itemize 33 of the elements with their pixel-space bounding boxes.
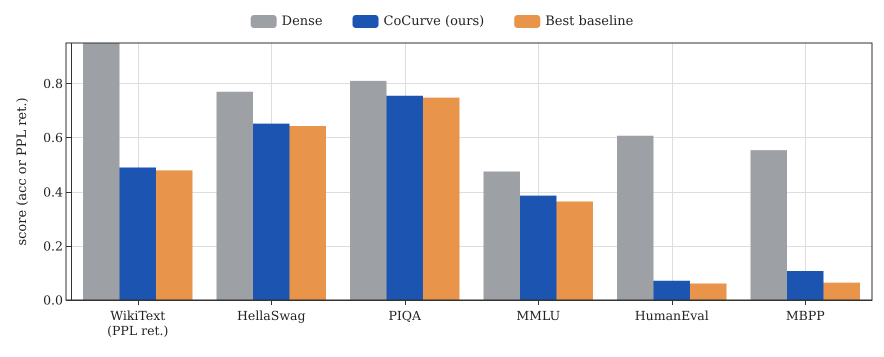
x-tick-label: HumanEval [634, 308, 709, 323]
bar [787, 271, 824, 300]
bar [120, 167, 156, 300]
y-tick-label: 0.0 [43, 292, 64, 308]
x-tick-label: WikiText (PPL ret.) [107, 308, 168, 338]
bar [386, 96, 423, 300]
bar [83, 43, 120, 300]
y-tick-label: 0.2 [43, 238, 63, 254]
bar [520, 196, 556, 300]
y-tick-label: 0.6 [43, 130, 64, 146]
bar [556, 202, 593, 300]
bar [253, 124, 290, 300]
bar [823, 282, 860, 300]
bar [484, 172, 520, 300]
bar [750, 150, 788, 300]
bar [216, 92, 254, 300]
legend-label: Best baseline [545, 14, 634, 29]
bar [690, 284, 726, 300]
y-axis-title: score (acc or PPL ret.) [15, 97, 30, 246]
bar [617, 136, 654, 300]
x-tick-label: MMLU [516, 308, 560, 323]
legend-label: Dense [282, 14, 323, 29]
bar [422, 98, 460, 300]
x-tick-label: MBPP [786, 308, 825, 323]
x-tick-label: PIQA [388, 308, 422, 323]
legend-label: CoCurve (ours) [384, 14, 484, 29]
y-tick-label: 0.4 [43, 184, 64, 200]
bar [156, 170, 192, 300]
y-tick-label: 0.8 [43, 76, 64, 92]
bar [654, 280, 690, 300]
bar [289, 126, 326, 300]
bar [350, 80, 387, 300]
x-tick-label: HellaSwag [237, 308, 306, 323]
